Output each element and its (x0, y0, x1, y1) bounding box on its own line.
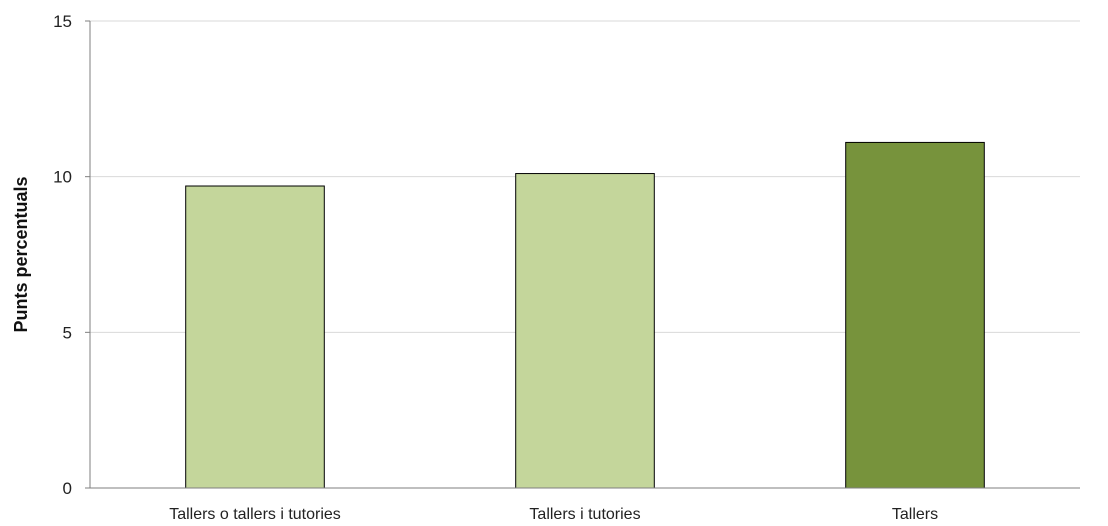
bar-3 (845, 141, 985, 489)
y-tick-label: 5 (63, 323, 72, 342)
x-category-label: Tallers o tallers i tutories (169, 506, 341, 523)
y-axis-ticks: 0 5 10 15 (53, 12, 90, 498)
y-tick-label: 0 (63, 479, 72, 498)
bars (185, 141, 985, 489)
y-tick-label: 15 (53, 12, 72, 31)
x-category-label: Tallers i tutories (529, 506, 640, 523)
bar-2 (515, 173, 655, 489)
bar-1 (185, 185, 325, 489)
y-axis-title: Punts percentuals (11, 176, 31, 332)
x-axis-labels: Tallers o tallers i tutories Tallers i tu… (169, 506, 938, 523)
y-tick-label: 10 (53, 168, 72, 187)
x-category-label: Tallers (892, 506, 938, 523)
